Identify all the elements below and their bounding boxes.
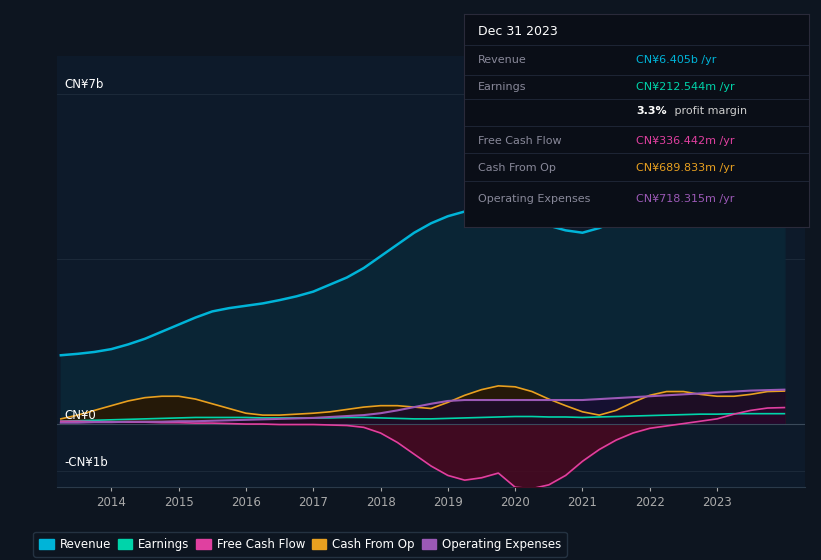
Text: CN¥212.544m /yr: CN¥212.544m /yr	[636, 82, 735, 92]
Text: CN¥7b: CN¥7b	[64, 78, 103, 91]
Text: Revenue: Revenue	[478, 55, 526, 65]
Text: CN¥336.442m /yr: CN¥336.442m /yr	[636, 136, 735, 146]
Text: Operating Expenses: Operating Expenses	[478, 194, 590, 204]
Text: Free Cash Flow: Free Cash Flow	[478, 136, 562, 146]
Text: CN¥689.833m /yr: CN¥689.833m /yr	[636, 164, 735, 173]
Text: CN¥718.315m /yr: CN¥718.315m /yr	[636, 194, 735, 204]
Text: 3.3%: 3.3%	[636, 106, 667, 116]
Text: Dec 31 2023: Dec 31 2023	[478, 25, 557, 38]
Legend: Revenue, Earnings, Free Cash Flow, Cash From Op, Operating Expenses: Revenue, Earnings, Free Cash Flow, Cash …	[34, 532, 566, 557]
Text: CN¥6.405b /yr: CN¥6.405b /yr	[636, 55, 717, 65]
Text: profit margin: profit margin	[671, 106, 747, 116]
Text: -CN¥1b: -CN¥1b	[64, 456, 108, 469]
Text: Cash From Op: Cash From Op	[478, 164, 556, 173]
Text: Earnings: Earnings	[478, 82, 526, 92]
Text: CN¥0: CN¥0	[64, 409, 96, 422]
